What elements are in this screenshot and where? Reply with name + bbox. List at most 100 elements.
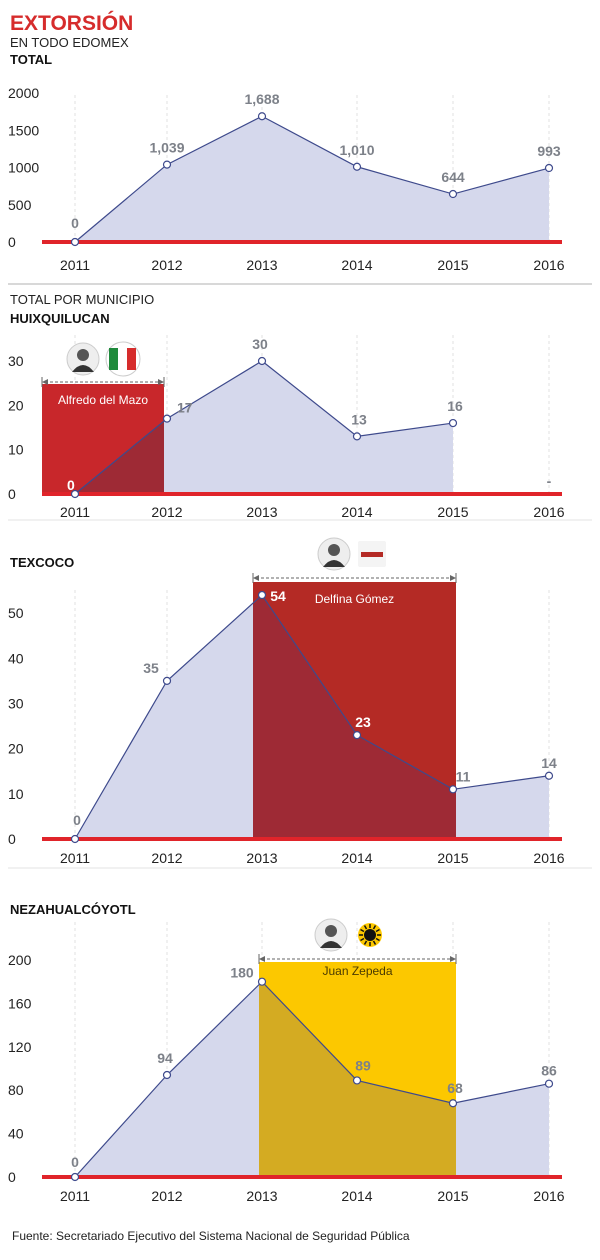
panel-title-texcoco: TEXCOCO <box>10 555 74 570</box>
infographic-title: EXTORSIÓN <box>10 11 133 35</box>
logo-center <box>364 929 376 941</box>
x-tick-label: 2012 <box>151 850 182 866</box>
logo-ray <box>375 937 380 942</box>
x-tick-label: 2014 <box>341 1188 372 1204</box>
data-point <box>162 414 172 423</box>
y-tick-label: 120 <box>8 1039 32 1055</box>
x-tick-label: 2014 <box>341 850 372 866</box>
logo-ray <box>372 940 377 945</box>
term-name-label: Delfina Gómez <box>315 592 394 606</box>
data-label: 68 <box>447 1080 463 1096</box>
morena-logo-icon <box>358 541 386 567</box>
y-tick-label: 0 <box>8 234 16 250</box>
y-tick-label: 10 <box>8 442 24 458</box>
data-label: 94 <box>157 1050 173 1066</box>
section-subtitle: TOTAL POR MUNICIPIO <box>10 292 154 307</box>
y-tick-label: 0 <box>8 486 16 502</box>
y-tick-label: 10 <box>8 786 24 802</box>
portrait-icon <box>66 342 100 376</box>
y-tick-label: 0 <box>8 831 16 847</box>
portrait-body <box>323 560 345 567</box>
panel-title-total: TOTAL <box>10 52 52 67</box>
data-label: 0 <box>71 1154 79 1170</box>
arrow-left-icon <box>42 379 48 385</box>
logo-green <box>109 348 118 370</box>
y-tick-label: 500 <box>8 197 32 213</box>
data-label: 0 <box>67 477 75 493</box>
logo-white <box>118 348 127 370</box>
data-point <box>352 1076 362 1085</box>
portrait-body <box>320 941 342 948</box>
data-label: 0 <box>73 812 81 828</box>
data-point <box>162 1070 172 1080</box>
panel-title-nezahualcoyotl: NEZAHUALCÓYOTL <box>10 902 136 917</box>
portrait-head <box>328 544 340 556</box>
logo-ray <box>372 925 377 930</box>
y-tick-label: 20 <box>8 741 24 757</box>
portrait-body <box>72 365 94 372</box>
portrait-icon <box>314 918 348 952</box>
x-tick-label: 2013 <box>246 850 277 866</box>
series-area <box>75 361 453 494</box>
x-tick-label: 2016 <box>533 1188 564 1204</box>
portrait-head <box>77 349 89 361</box>
pri-logo-icon <box>105 341 141 377</box>
data-point <box>257 356 267 366</box>
data-label: 23 <box>355 714 371 730</box>
data-label: 1,688 <box>244 91 279 107</box>
x-tick-label: 2014 <box>341 504 372 520</box>
portrait-head <box>325 925 337 937</box>
x-tick-label: 2011 <box>60 504 90 520</box>
data-point <box>70 237 80 247</box>
series-line <box>74 594 550 840</box>
chart-panel-0: 0 500 1000 1500 2000 0 1,039 1,688 1,010 644 993 20… <box>8 85 565 273</box>
portrait-icon <box>317 537 351 571</box>
data-point <box>70 834 80 844</box>
y-tick-label: 40 <box>8 650 24 666</box>
data-label: 17 <box>177 400 193 416</box>
term-name-label: Alfredo del Mazo <box>58 393 148 407</box>
x-tick-label: 2011 <box>60 257 90 273</box>
x-tick-label: 2016 <box>533 257 564 273</box>
data-label: 993 <box>537 143 561 159</box>
logo-ray <box>375 928 380 933</box>
data-point <box>352 730 362 740</box>
data-label: 16 <box>447 398 463 414</box>
x-tick-label: 2012 <box>151 1188 182 1204</box>
arrow-right-icon <box>450 575 456 581</box>
arrow-right-icon <box>158 379 164 385</box>
infographic-subtitle: EN TODO EDOMEX <box>10 35 129 50</box>
logo-ray <box>360 928 365 933</box>
data-label: 89 <box>355 1057 371 1073</box>
logo-ray <box>363 940 368 945</box>
data-point <box>448 418 458 428</box>
data-point <box>162 676 172 685</box>
arrow-left-icon <box>259 956 265 962</box>
data-point <box>257 112 267 121</box>
series-area <box>75 116 549 242</box>
data-label: 180 <box>230 965 254 981</box>
data-point <box>352 162 362 171</box>
series-line <box>74 115 550 243</box>
x-tick-label: 2013 <box>246 504 277 520</box>
data-label: 1,010 <box>339 142 374 158</box>
logo-ray <box>363 925 368 930</box>
y-tick-label: 20 <box>8 397 24 413</box>
data-point <box>448 785 458 794</box>
data-label: 54 <box>270 588 286 604</box>
data-point <box>352 432 362 441</box>
x-tick-label: 2015 <box>437 257 468 273</box>
data-label: 644 <box>441 169 465 185</box>
y-tick-label: 80 <box>8 1082 24 1098</box>
data-point <box>70 1172 80 1182</box>
x-tick-label: 2012 <box>151 504 182 520</box>
series-line <box>74 980 550 1178</box>
data-point <box>257 977 267 986</box>
data-label: 86 <box>541 1063 557 1079</box>
x-tick-label: 2016 <box>533 850 564 866</box>
data-label: 14 <box>541 755 557 771</box>
x-tick-label: 2013 <box>246 257 277 273</box>
panel-title-huixquilucan: HUIXQUILUCAN <box>10 311 110 326</box>
arrow-left-icon <box>253 575 259 581</box>
